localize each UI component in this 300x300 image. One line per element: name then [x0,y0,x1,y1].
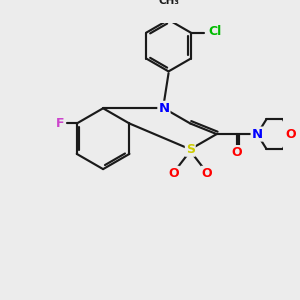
Text: N: N [158,102,169,115]
Text: N: N [252,128,263,141]
Text: O: O [168,167,179,180]
Text: CH₃: CH₃ [158,0,179,6]
Text: O: O [202,167,212,180]
Text: Cl: Cl [208,25,221,38]
Text: S: S [186,143,195,156]
Text: F: F [56,117,64,130]
Text: O: O [232,146,242,159]
Text: O: O [285,128,296,141]
